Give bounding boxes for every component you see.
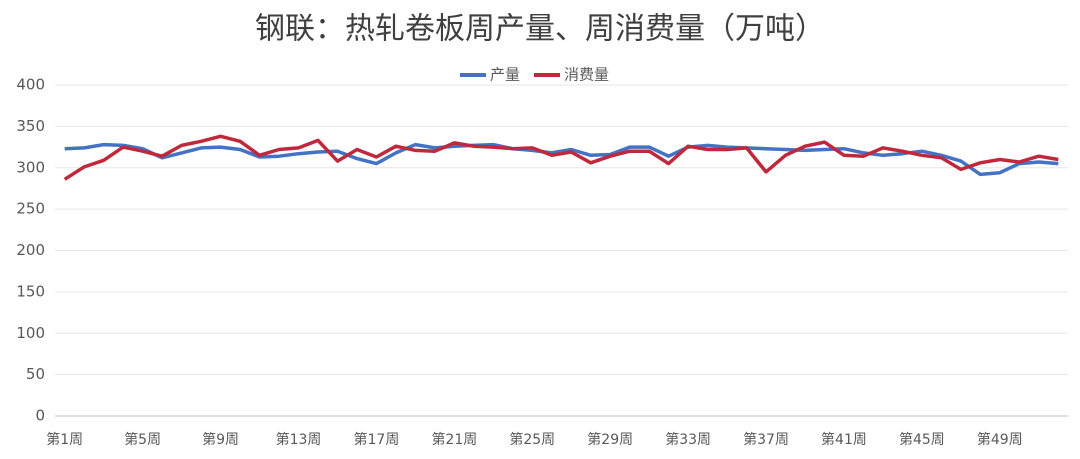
- chart-title: 钢联：热轧卷板周产量、周消费量（万吨）: [255, 12, 825, 47]
- x-tick-label: 第21周: [431, 431, 477, 448]
- x-tick-label: 第45周: [899, 431, 945, 448]
- x-tick-label: 第17周: [354, 431, 400, 448]
- x-tick-label: 第1周: [46, 431, 83, 448]
- x-tick-label: 第49周: [977, 431, 1023, 448]
- x-tick-label: 第41周: [821, 431, 867, 448]
- x-tick-label: 第33周: [665, 431, 711, 448]
- x-tick-label: 第25周: [509, 431, 555, 448]
- y-tick-label: 300: [16, 158, 45, 176]
- y-tick-label: 200: [16, 241, 45, 259]
- legend-label: 消费量: [564, 66, 609, 84]
- y-tick-label: 350: [16, 117, 45, 135]
- legend-label: 产量: [490, 66, 520, 84]
- series-line: [63, 134, 1059, 181]
- y-tick-label: 0: [35, 407, 45, 425]
- x-tick-label: 第29周: [587, 431, 633, 448]
- y-tick-label: 250: [16, 200, 45, 218]
- series-line: [64, 142, 1059, 177]
- y-tick-label: 50: [26, 365, 45, 383]
- y-tick-label: 150: [16, 282, 45, 300]
- y-tick-label: 400: [16, 76, 45, 94]
- x-tick-label: 第37周: [743, 431, 789, 448]
- x-tick-label: 第5周: [124, 431, 161, 448]
- x-tick-label: 第13周: [276, 431, 322, 448]
- y-tick-label: 100: [16, 324, 45, 342]
- x-tick-label: 第9周: [202, 431, 239, 448]
